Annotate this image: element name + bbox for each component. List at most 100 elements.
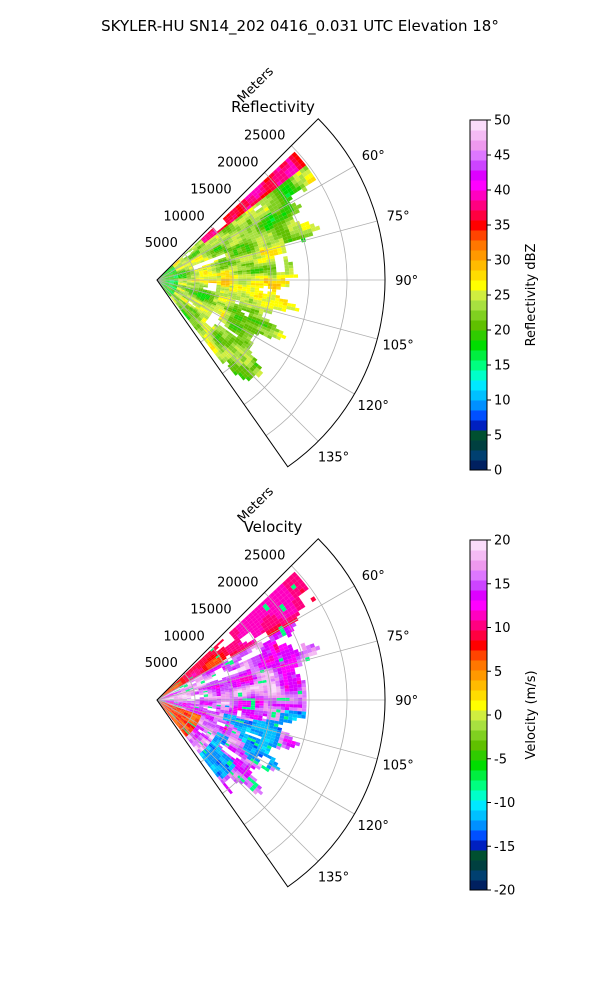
data-cell [168,284,173,287]
data-cell [230,243,236,247]
data-cell [204,322,209,327]
data-cell [240,370,246,376]
data-cell [196,324,200,329]
data-cell [173,719,178,723]
data-cell [177,271,182,274]
colorbar-swatch [470,560,487,571]
data-cell [246,204,252,210]
data-cell [173,683,177,687]
data-cell [206,657,212,661]
data-cell [240,731,245,736]
data-cell [241,212,247,217]
data-cell [218,298,223,302]
data-cell [173,263,177,267]
data-cell [243,325,248,330]
data-cell [271,291,277,295]
data-cell [263,687,268,691]
data-cell [230,211,236,217]
data-cell [182,283,187,286]
colorbar-swatch [470,550,487,561]
data-cell [206,686,212,689]
data-cell [302,229,309,235]
data-cell [232,727,238,731]
data-cell [236,294,242,297]
data-cell [177,715,182,718]
data-cell [259,751,265,756]
data-cell [248,619,254,625]
data-cell [223,681,228,685]
data-cell [220,348,225,353]
data-cell [185,717,190,721]
data-cell [299,167,306,174]
data-cell [253,619,259,625]
data-cell [263,695,269,699]
data-cell [203,690,208,693]
data-cell [186,693,191,695]
data-cell [165,701,170,703]
data-cell [241,712,246,716]
data-cell [238,724,243,728]
data-cell [245,309,251,313]
data-cell [184,266,189,269]
data-cell [172,706,177,709]
data-cell [193,309,198,313]
data-cell [161,701,165,704]
data-cell [207,325,212,330]
data-cell [176,302,180,306]
data-cell [277,247,282,252]
data-cell [161,700,166,702]
data-cell [295,596,301,603]
data-cell [192,730,197,734]
data-cell [242,702,247,705]
data-cell [267,652,273,657]
data-cell [284,682,289,686]
data-cell [202,290,208,293]
data-cell [224,266,229,270]
data-cell [268,214,274,220]
data-cell [206,303,212,307]
data-cell [203,275,209,277]
data-cell [281,186,287,192]
data-cell [168,692,173,695]
data-cell [259,280,264,284]
data-cell [238,360,244,365]
data-cell [198,721,203,725]
data-cell [224,324,229,329]
data-cell [178,276,183,278]
data-cell [204,734,210,739]
data-cell [186,276,192,278]
data-cell [275,683,281,687]
polar-grid [156,565,385,862]
data-cell [266,661,272,666]
data-cell [232,317,238,322]
data-cell [189,719,194,723]
data-cell [217,356,223,361]
data-cell [246,756,252,761]
data-cell [203,323,208,328]
data-cell [206,663,211,667]
data-cell [178,305,183,310]
data-cell [218,718,223,722]
data-cell [181,691,186,693]
data-cell [198,747,203,752]
data-cell [208,299,213,303]
data-cell [184,711,189,714]
data-cell [164,703,169,706]
grid-arc [178,252,196,312]
data-cell [213,679,219,683]
data-cell [215,688,221,691]
data-cell [189,709,195,712]
data-cell [211,303,216,307]
data-cell [173,264,178,268]
data-cell [199,282,204,284]
data-cell [250,291,255,295]
data-cell [178,720,183,724]
data-cell [179,266,184,269]
data-cell [178,279,183,280]
data-cell [277,175,284,181]
data-cell [240,298,245,302]
data-cell [206,711,212,714]
colorbar-tick-label: 40 [494,184,511,199]
data-cell [260,614,266,620]
